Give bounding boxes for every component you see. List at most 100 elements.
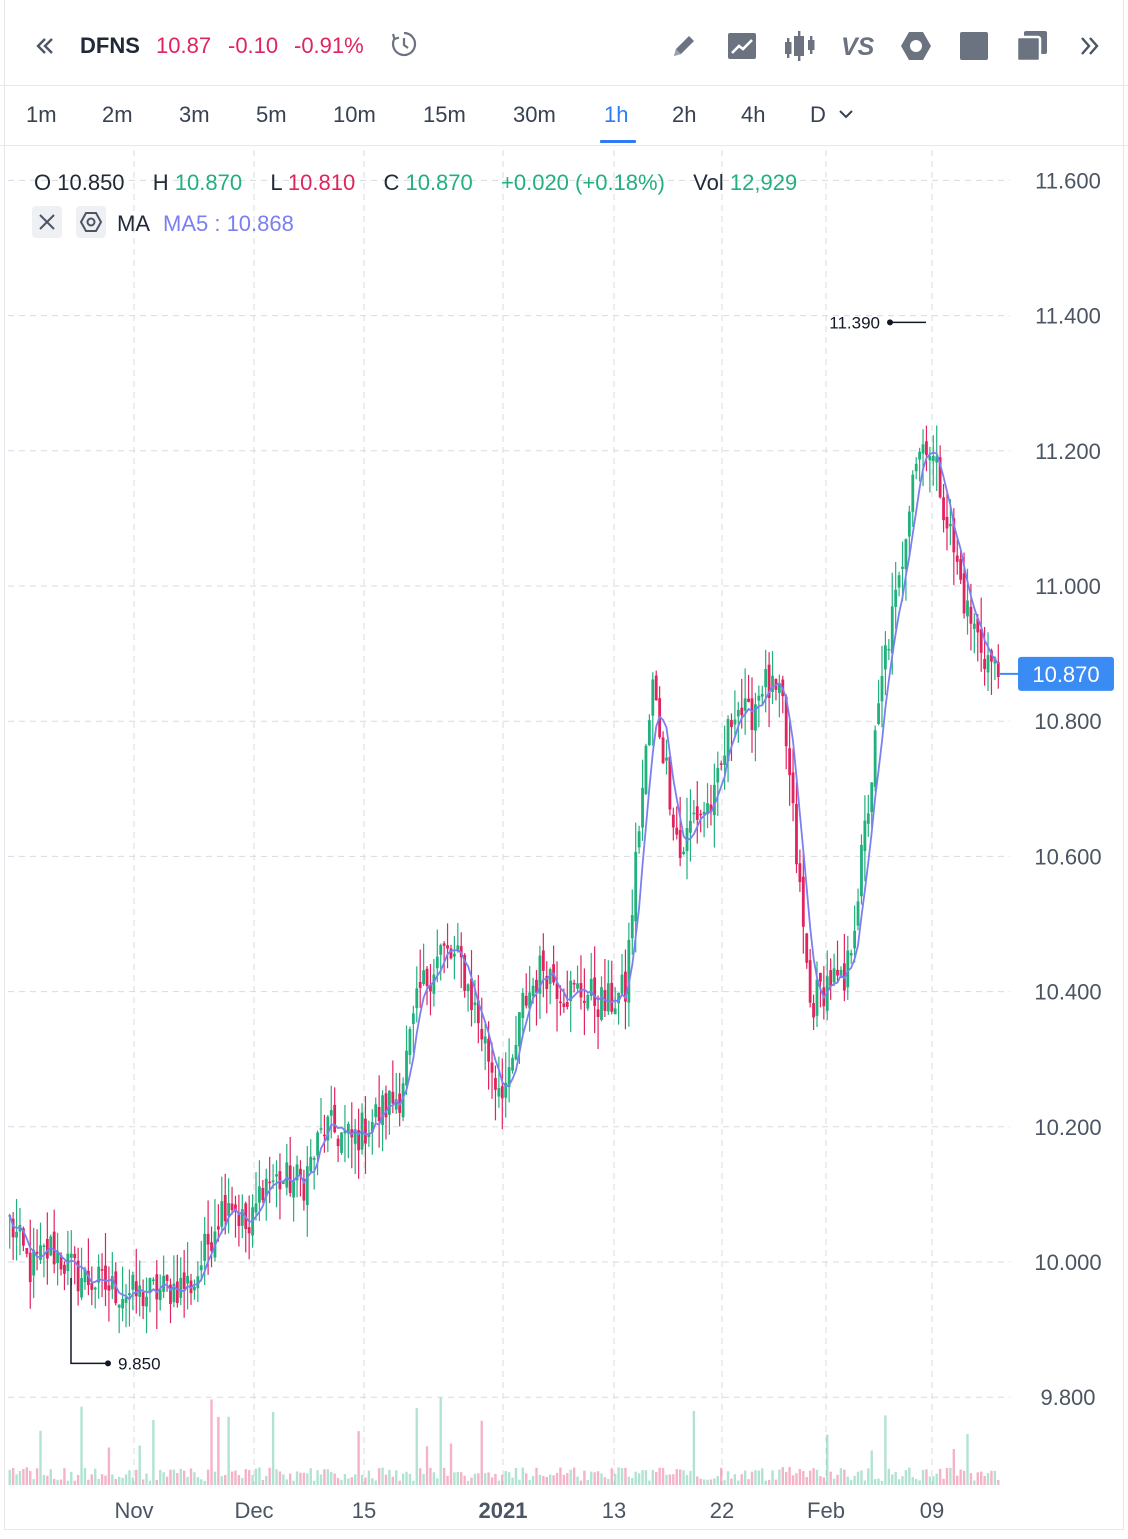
volume-bar (631, 1477, 634, 1485)
volume-bar (494, 1473, 497, 1485)
volume-bar (11, 1467, 15, 1485)
interval-5m[interactable]: 5m (256, 102, 287, 127)
candle-body (425, 968, 429, 986)
candle-body (819, 972, 822, 982)
volume-bar (771, 1470, 774, 1485)
candle-body (155, 1274, 159, 1300)
volume-bar (956, 1475, 959, 1485)
candle-body (706, 803, 709, 815)
volume-bar (648, 1480, 651, 1485)
candle-body (637, 831, 641, 848)
volume-bar (477, 1473, 480, 1485)
candle-body (507, 1067, 511, 1088)
volume-bar (251, 1475, 254, 1485)
candle-body (456, 945, 460, 951)
volume-bar (15, 1474, 18, 1485)
volume-bar (819, 1476, 822, 1485)
interval-d[interactable]: D (810, 102, 854, 128)
volume-bar (333, 1473, 336, 1485)
chevron-double-left-icon[interactable] (30, 30, 58, 62)
candle-body (730, 720, 733, 728)
candle-body (839, 969, 843, 978)
pencil-icon[interactable] (666, 28, 702, 64)
volume-bar (148, 1480, 152, 1485)
hexagon-gear-icon[interactable] (76, 206, 106, 238)
open-value: 10.850 (57, 170, 125, 195)
volume-bar (388, 1469, 391, 1485)
candle-body (559, 1001, 562, 1004)
y-tick-label: 10.800 (1034, 709, 1101, 734)
square-icon[interactable] (956, 28, 992, 64)
volume-bar (107, 1447, 111, 1485)
interval-1h[interactable]: 1h (604, 102, 629, 127)
candle-body (795, 803, 798, 865)
active-interval-indicator (600, 140, 636, 143)
candle-body (986, 655, 990, 673)
x-tick-label: 22 (710, 1498, 734, 1523)
volume-bar (480, 1420, 483, 1485)
volume-bar (839, 1468, 843, 1485)
volume-bar (596, 1471, 600, 1485)
volume-bar (391, 1476, 395, 1485)
chevron-double-right-icon[interactable] (1072, 28, 1108, 64)
chart-area[interactable]: 11.600 11.400 11.200 11.000 10.800 10.600 10.4… (0, 146, 1128, 1534)
interval-4h[interactable]: 4h (741, 102, 766, 127)
hexagon-gear-icon[interactable] (898, 28, 934, 64)
volume-bar (80, 1406, 83, 1485)
interval-1m[interactable]: 1m (26, 102, 57, 127)
candle-body (432, 974, 436, 994)
candle-body (990, 650, 993, 662)
volume-bar (644, 1470, 648, 1485)
volume-bar (22, 1469, 25, 1485)
volume-bar (593, 1472, 596, 1485)
volume-bar (94, 1468, 97, 1485)
volume-bar (822, 1477, 826, 1485)
volume-bar (59, 1479, 63, 1485)
interval-2h[interactable]: 2h (672, 102, 697, 127)
candle-body (429, 984, 432, 992)
candle-body (969, 606, 973, 624)
vs-icon[interactable]: VS (840, 28, 876, 64)
volume-bar (590, 1471, 593, 1485)
candle-body (415, 988, 419, 1009)
candle-body (979, 629, 983, 653)
candle-body (894, 589, 898, 607)
trend-chart-icon[interactable] (724, 28, 760, 64)
low-marker-label: 9.850 (118, 1354, 161, 1373)
candle-body (630, 915, 634, 939)
candle-body (121, 1298, 124, 1309)
candle-body (555, 983, 559, 999)
candle-body (863, 820, 867, 852)
price-chart[interactable]: 11.600 11.400 11.200 11.000 10.800 10.600 10.4… (0, 146, 1128, 1534)
interval-15m[interactable]: 15m (423, 102, 466, 127)
candle-body (357, 1130, 361, 1151)
clock-history-icon[interactable] (390, 30, 418, 58)
interval-30m[interactable]: 30m (513, 102, 556, 127)
volume-bar (169, 1469, 172, 1485)
close-label: C (383, 170, 400, 195)
copy-windows-icon[interactable] (1014, 28, 1050, 64)
candle-body (531, 985, 535, 997)
volume-bar (894, 1471, 897, 1485)
volume-bar (754, 1470, 757, 1485)
low-label: L (270, 170, 282, 195)
interval-3m[interactable]: 3m (179, 102, 210, 127)
candle-body (678, 830, 682, 858)
volume-bar (203, 1480, 206, 1485)
volume-bar (699, 1478, 702, 1485)
volume-bar (826, 1434, 829, 1485)
interval-10m[interactable]: 10m (333, 102, 376, 127)
volume-bar (730, 1478, 733, 1485)
candle-body (309, 1156, 313, 1172)
candle-body (996, 662, 1000, 677)
close-icon[interactable] (32, 206, 62, 238)
candlestick-icon[interactable] (782, 28, 818, 64)
candle-body (723, 755, 727, 766)
volume-bar (425, 1446, 429, 1485)
volume-bar (665, 1474, 668, 1485)
volume-bar (360, 1474, 364, 1485)
candle-body (32, 1249, 36, 1276)
candle-body (145, 1296, 148, 1307)
interval-2m[interactable]: 2m (102, 102, 133, 127)
volume-bar (798, 1468, 802, 1485)
